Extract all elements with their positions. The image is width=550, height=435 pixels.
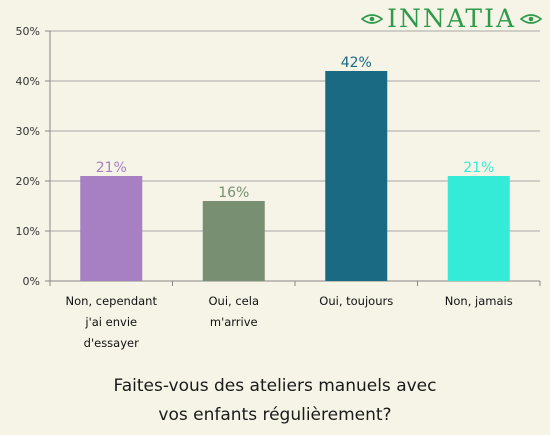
x-tick-label-line: j'ai envie — [84, 315, 137, 329]
data-label: 16% — [218, 185, 249, 201]
y-tick-label: 40% — [16, 75, 40, 88]
x-tick-label-line: Non, cependant — [66, 294, 158, 308]
leaf-icon — [361, 13, 384, 24]
bar — [447, 176, 510, 281]
x-tick-label-line: m'arrive — [210, 315, 258, 329]
x-tick-label: Oui, toujours — [319, 294, 393, 308]
x-tick-label-line: d'essayer — [84, 336, 139, 350]
innatia-logo[interactable]: INNATIA — [361, 4, 542, 33]
leaf-icon — [520, 13, 542, 24]
data-label: 21% — [96, 160, 127, 176]
y-tick-label: 0% — [23, 275, 40, 288]
y-tick-label: 10% — [16, 225, 40, 238]
logo-text: INNATIA — [387, 4, 516, 33]
data-label: 42% — [341, 55, 372, 71]
x-tick-label-line: Oui, toujours — [319, 294, 393, 308]
x-tick-label-line: Non, jamais — [445, 294, 513, 308]
y-tick-label: 30% — [16, 125, 40, 138]
survey-question: Faites-vous des ateliers manuels avec vo… — [0, 372, 550, 430]
question-line-1: Faites-vous des ateliers manuels avec — [113, 376, 437, 396]
data-label: 21% — [463, 160, 494, 176]
x-tick-label: Oui, cela m'arrive — [209, 294, 260, 329]
bar — [202, 201, 265, 281]
x-tick-label-line: Oui, cela — [209, 294, 260, 308]
y-tick-label: 20% — [16, 175, 40, 188]
bar — [80, 176, 143, 281]
y-tick-label: 50% — [16, 25, 40, 38]
question-line-2: vos enfants régulièrement? — [158, 405, 392, 425]
x-tick-label: Non, cependant j'ai envie d'essayer — [66, 294, 158, 350]
bar — [325, 71, 388, 281]
x-tick-label: Non, jamais — [445, 294, 513, 308]
